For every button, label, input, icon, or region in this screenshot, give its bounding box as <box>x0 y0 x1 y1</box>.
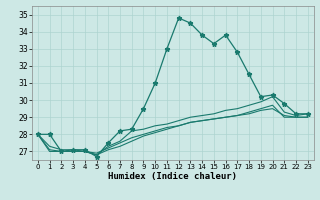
X-axis label: Humidex (Indice chaleur): Humidex (Indice chaleur) <box>108 172 237 181</box>
